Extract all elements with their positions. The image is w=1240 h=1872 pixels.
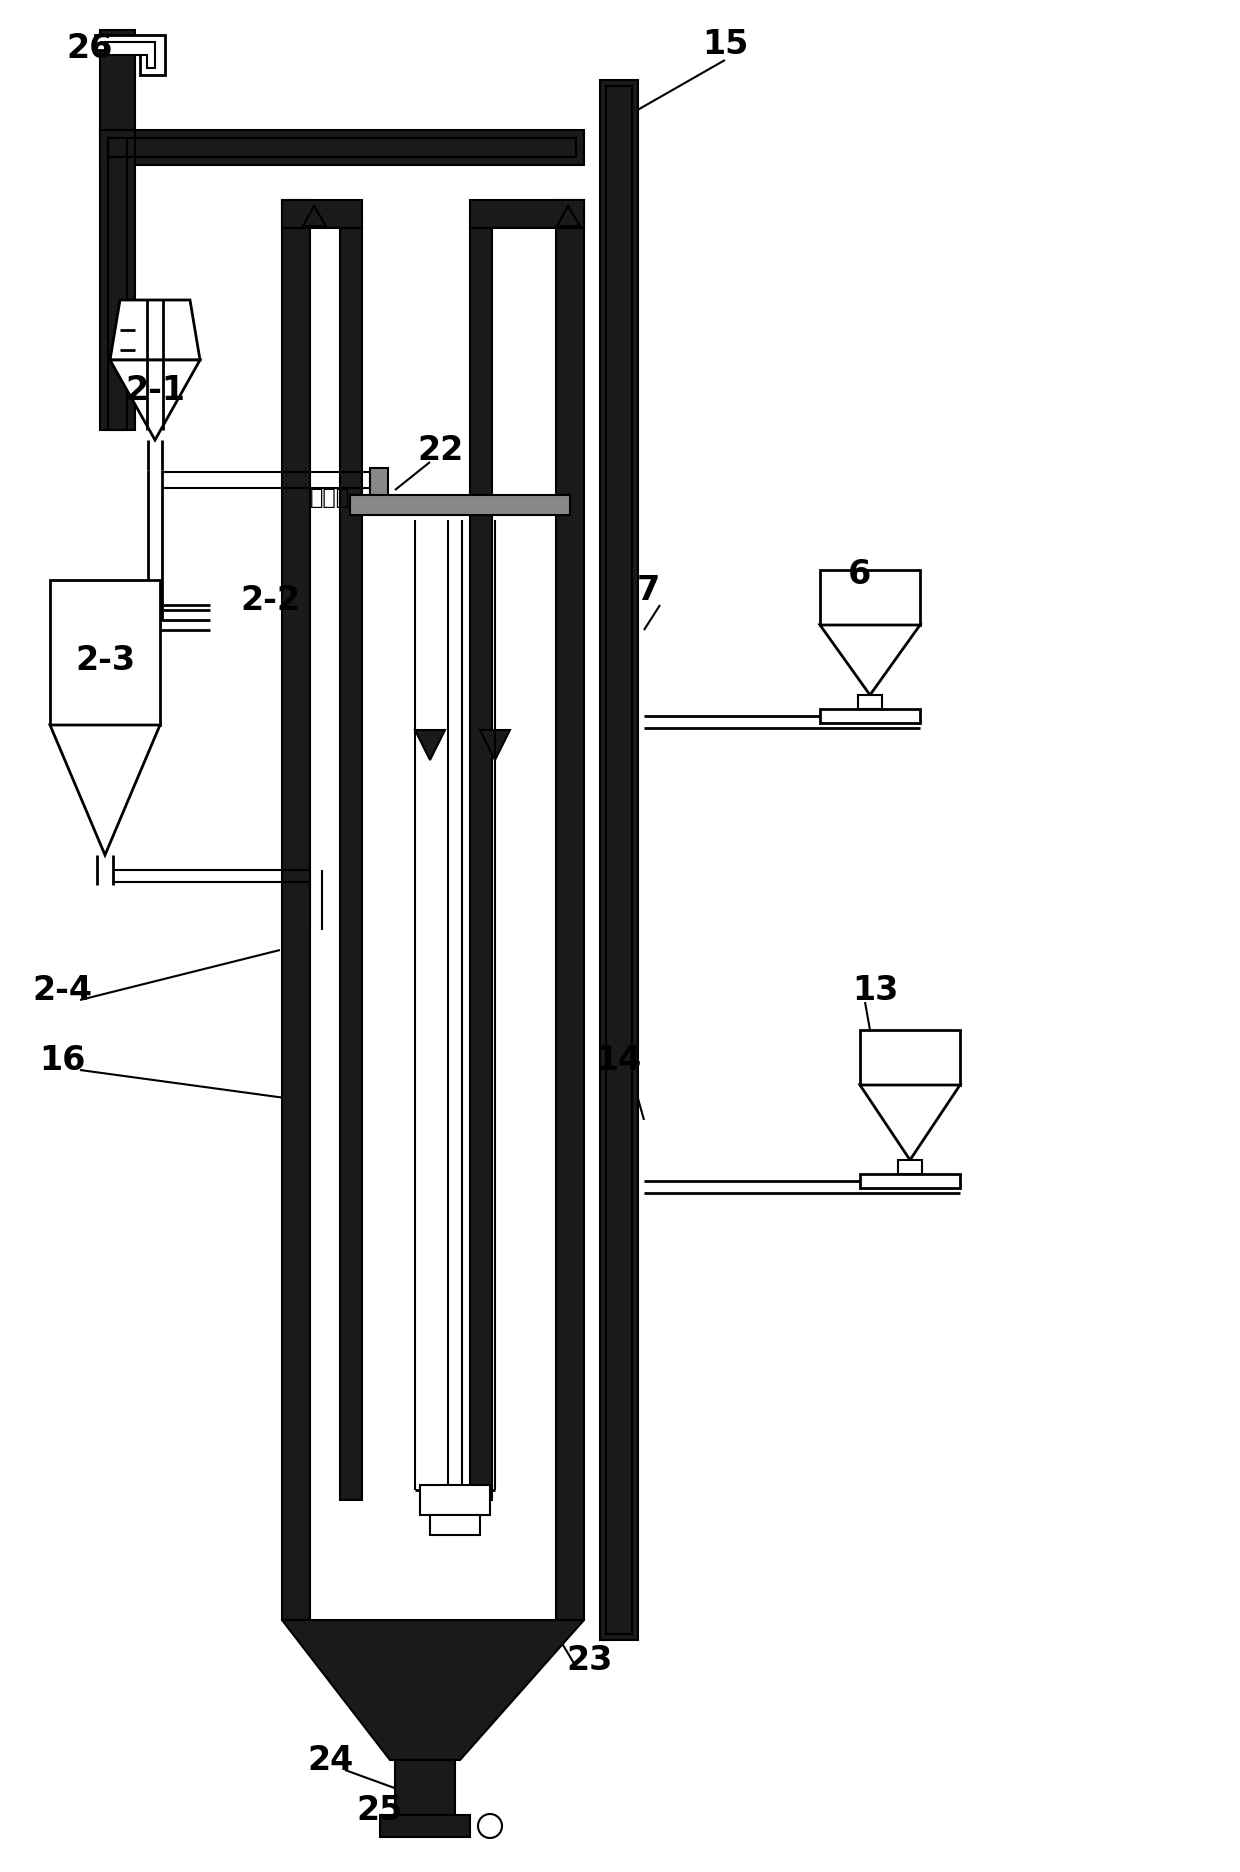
- Bar: [470, 200, 584, 228]
- Bar: [820, 569, 920, 625]
- Polygon shape: [861, 1086, 960, 1161]
- Bar: [370, 468, 388, 504]
- Bar: [108, 139, 577, 157]
- Text: 26: 26: [67, 32, 113, 64]
- Bar: [281, 200, 310, 1619]
- Text: 24: 24: [306, 1743, 353, 1777]
- Bar: [396, 1760, 455, 1820]
- Text: 2-3: 2-3: [74, 644, 135, 676]
- Text: 2-2: 2-2: [241, 584, 300, 616]
- Bar: [100, 30, 135, 129]
- Bar: [861, 1174, 960, 1189]
- Bar: [379, 1816, 470, 1836]
- Polygon shape: [820, 625, 920, 695]
- Bar: [898, 1161, 923, 1174]
- Bar: [820, 709, 920, 723]
- Text: 13: 13: [852, 973, 898, 1007]
- Polygon shape: [557, 206, 580, 227]
- Text: 2-4: 2-4: [32, 973, 92, 1007]
- Polygon shape: [105, 41, 155, 67]
- Text: 14: 14: [595, 1043, 641, 1076]
- Text: 23: 23: [567, 1644, 614, 1677]
- Text: 16: 16: [38, 1043, 86, 1076]
- Text: 二次风: 二次风: [310, 489, 350, 507]
- Polygon shape: [303, 206, 326, 227]
- Bar: [470, 221, 492, 1499]
- Bar: [606, 86, 632, 1634]
- Polygon shape: [281, 1619, 584, 1760]
- Bar: [100, 129, 584, 165]
- Bar: [350, 494, 570, 515]
- Polygon shape: [110, 359, 200, 440]
- Polygon shape: [415, 730, 445, 760]
- Text: 6: 6: [848, 558, 872, 592]
- Bar: [362, 221, 470, 1499]
- Bar: [430, 1514, 480, 1535]
- Polygon shape: [50, 724, 160, 856]
- Text: 22: 22: [417, 434, 463, 466]
- Text: 7: 7: [636, 573, 660, 607]
- Bar: [281, 200, 362, 228]
- Bar: [340, 221, 362, 1499]
- Polygon shape: [480, 730, 510, 760]
- Bar: [600, 80, 639, 1640]
- Polygon shape: [95, 36, 165, 75]
- Bar: [108, 139, 126, 431]
- Text: 2-1: 2-1: [125, 374, 185, 406]
- Bar: [100, 129, 135, 431]
- Bar: [556, 200, 584, 1619]
- Bar: [861, 1030, 960, 1086]
- Polygon shape: [110, 300, 200, 359]
- Bar: [50, 580, 160, 724]
- Circle shape: [477, 1814, 502, 1838]
- Bar: [858, 695, 882, 709]
- Text: 25: 25: [357, 1793, 403, 1827]
- Bar: [420, 1484, 490, 1514]
- Text: 15: 15: [702, 28, 748, 60]
